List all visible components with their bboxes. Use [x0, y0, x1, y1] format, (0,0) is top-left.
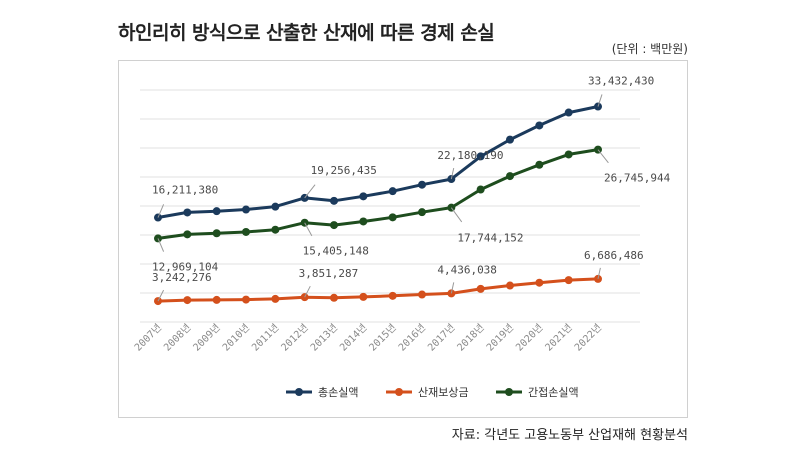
legend-label: 간접손실액 — [528, 386, 579, 399]
data-point — [535, 121, 544, 130]
series-points — [154, 102, 602, 306]
data-label: 12,969,104 — [152, 260, 219, 273]
data-point — [242, 295, 250, 304]
label-leader — [157, 238, 165, 252]
data-point — [359, 217, 368, 226]
data-point — [418, 290, 426, 299]
data-point — [242, 227, 250, 236]
x-tick-label: 2011년 — [249, 322, 281, 354]
label-leader — [450, 282, 455, 294]
x-tick-label: 2021년 — [543, 322, 575, 354]
data-point — [388, 187, 397, 196]
label-leader — [157, 204, 165, 218]
series-line-2 — [157, 148, 599, 240]
data-point — [476, 185, 485, 194]
legend-marker — [295, 388, 303, 396]
data-point — [388, 291, 397, 300]
data-point — [212, 207, 221, 216]
data-label: 4,436,038 — [437, 263, 497, 276]
x-tick-label: 2020년 — [513, 322, 545, 354]
label-leader — [304, 285, 311, 298]
data-point — [388, 213, 397, 222]
data-label: 17,744,152 — [457, 232, 523, 245]
data-point — [535, 278, 544, 287]
data-point — [418, 180, 426, 189]
data-point — [564, 150, 573, 159]
data-point — [183, 230, 192, 239]
data-label: 3,851,287 — [299, 267, 359, 280]
data-label: 3,242,276 — [152, 271, 212, 284]
x-tick-label: 2007년 — [132, 322, 164, 354]
data-label: 15,405,148 — [303, 245, 369, 258]
label-leader — [597, 149, 609, 164]
legend-label: 산재보상금 — [418, 386, 469, 399]
x-tick-label: 2015년 — [367, 322, 399, 354]
data-point — [506, 172, 514, 181]
x-tick-label: 2010년 — [220, 322, 252, 354]
data-point — [242, 205, 250, 214]
label-leader — [597, 267, 601, 280]
label-leader — [304, 184, 316, 199]
data-point — [271, 225, 280, 234]
unit-label: (단위 : 백만원) — [611, 42, 688, 56]
data-point — [476, 284, 485, 293]
x-tick-label: 2018년 — [455, 322, 487, 354]
data-point — [330, 293, 338, 302]
data-label: 6,686,486 — [584, 249, 644, 262]
legend-marker — [505, 388, 513, 396]
data-point — [564, 276, 573, 285]
x-tick-label: 2017년 — [425, 322, 457, 354]
label-leader — [450, 207, 463, 223]
data-point — [418, 208, 426, 217]
data-point — [535, 160, 544, 169]
gridlines — [140, 89, 640, 323]
data-point — [330, 196, 338, 205]
series-line-1 — [157, 277, 599, 303]
x-axis-ticks: 2007년2008년2009년2010년2011년2012년2013년2014년… — [132, 322, 604, 354]
data-point — [212, 229, 221, 238]
data-point — [564, 108, 573, 117]
data-label: 19,256,435 — [311, 164, 377, 177]
data-point — [330, 221, 338, 230]
label-leader — [450, 167, 455, 180]
data-point — [506, 281, 514, 290]
data-point — [506, 135, 514, 144]
data-point — [183, 296, 192, 305]
series-line-0 — [157, 105, 599, 219]
x-tick-label: 2019년 — [484, 322, 516, 354]
legend: 총손실액 산재보상금 간접손실액 — [286, 386, 579, 399]
data-point — [359, 292, 368, 301]
label-leader — [304, 222, 313, 237]
data-point — [183, 208, 192, 217]
label-leader — [157, 289, 165, 302]
data-label: 22,180,190 — [437, 149, 503, 162]
data-label: 16,211,380 — [152, 184, 218, 197]
data-point — [212, 295, 221, 304]
data-point — [359, 192, 368, 201]
source-note: 자료: 각년도 고용노동부 산업재해 현황분석 — [451, 428, 688, 443]
x-tick-label: 2016년 — [396, 322, 428, 354]
x-tick-label: 2008년 — [161, 322, 193, 354]
label-leader — [597, 94, 603, 107]
chart-frame — [118, 60, 688, 418]
legend-marker — [395, 388, 403, 396]
x-tick-label: 2012년 — [279, 322, 311, 354]
data-point — [476, 152, 485, 161]
data-point — [271, 202, 280, 211]
chart-title: 하인리히 방식으로 산출한 산재에 따른 경제 손실 — [118, 22, 495, 44]
data-labels: 16,211,380 19,256,435 22,180,190 33,432,430… — [152, 75, 671, 302]
x-tick-label: 2022년 — [572, 322, 604, 354]
x-tick-label: 2014년 — [337, 322, 369, 354]
data-label: 26,745,944 — [604, 172, 671, 185]
series-lines — [157, 105, 599, 303]
legend-label: 총손실액 — [318, 386, 358, 399]
x-tick-label: 2009년 — [191, 322, 223, 354]
data-point — [271, 294, 280, 303]
data-label: 33,432,430 — [588, 75, 654, 88]
x-tick-label: 2013년 — [308, 322, 340, 354]
